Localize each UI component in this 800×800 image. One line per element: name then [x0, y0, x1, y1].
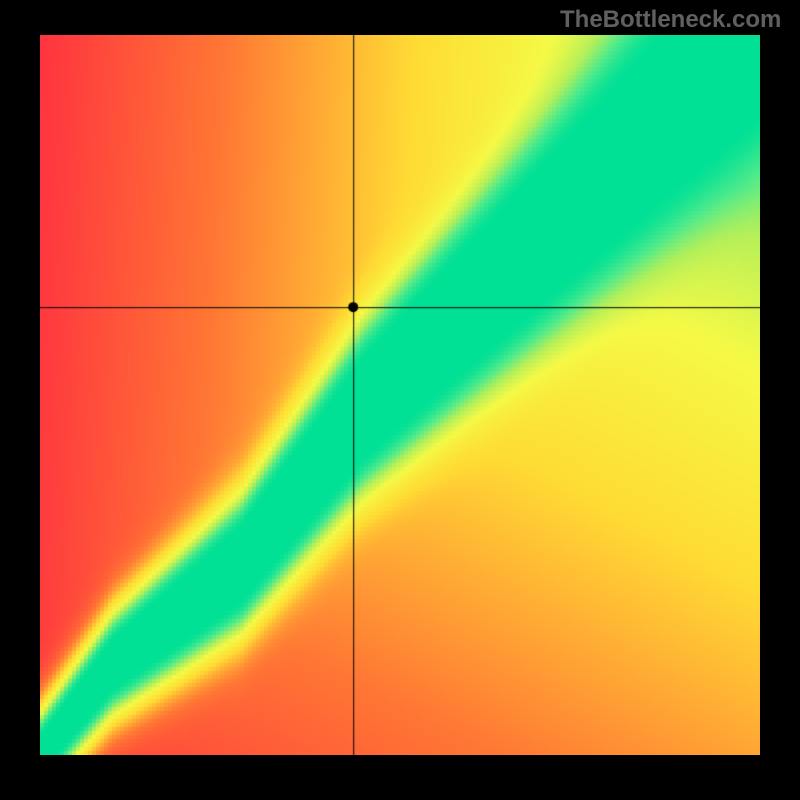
watermark-text: TheBottleneck.com	[560, 6, 781, 34]
bottleneck-heatmap	[40, 35, 760, 755]
